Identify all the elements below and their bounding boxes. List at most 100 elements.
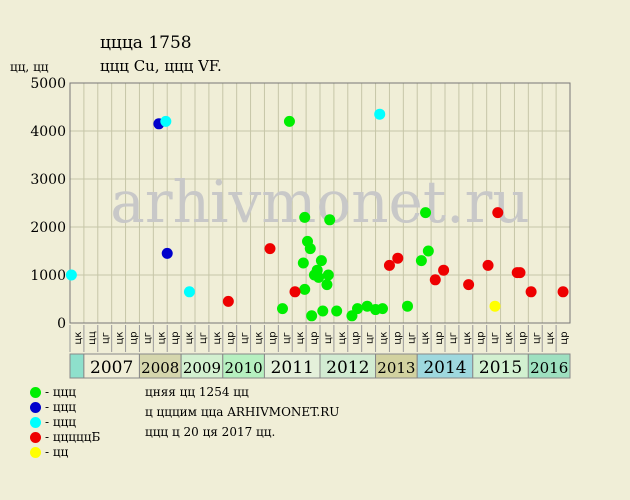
- data-point: [322, 269, 334, 281]
- legend-label: - ццц: [45, 415, 77, 429]
- y-tick-label: 4000: [30, 124, 66, 140]
- legend-swatch: [30, 402, 41, 413]
- quarter-label: цг: [323, 332, 334, 344]
- watermark: arhivmonet.ru: [110, 168, 529, 236]
- quarter-label: цк: [254, 332, 265, 345]
- data-point: [160, 115, 172, 127]
- quarter-label: цг: [240, 332, 251, 344]
- data-point: [183, 286, 195, 298]
- quarter-label: цк: [115, 332, 126, 345]
- year-label: 2009: [183, 359, 221, 377]
- quarter-label: цк: [73, 332, 84, 345]
- legend-swatch: [30, 447, 41, 458]
- watermark-text: arhivmonet.ru: [110, 168, 529, 236]
- quarter-label: цк: [420, 332, 431, 345]
- quarter-label: цг: [101, 332, 112, 344]
- quarter-label: цк: [462, 332, 473, 345]
- quarter-label: цк: [295, 332, 306, 345]
- year-band: [222, 353, 265, 379]
- data-points: [65, 108, 569, 322]
- quarter-label: цг: [198, 332, 209, 344]
- year-band: [83, 353, 140, 379]
- quarter-label: цр: [226, 331, 237, 344]
- quarter-label: цк: [545, 332, 556, 345]
- data-point: [317, 305, 329, 317]
- quarter-label: цг: [142, 332, 153, 344]
- quarter-label: цк: [212, 332, 223, 345]
- year-band: [319, 353, 377, 379]
- data-point: [313, 271, 325, 283]
- year-label: 2016: [530, 359, 568, 377]
- year-band: [138, 353, 182, 379]
- legend-label: - цц: [45, 445, 69, 459]
- legend-item: - ццц: [30, 400, 76, 414]
- legend-label: - ццц: [45, 385, 77, 399]
- data-point: [352, 303, 363, 315]
- data-point: [299, 283, 311, 295]
- quarter-label: цг: [448, 332, 459, 344]
- y-tick-label: 1000: [30, 268, 66, 284]
- data-point: [374, 108, 386, 120]
- quarter-label: цк: [184, 332, 195, 345]
- year-band: [527, 353, 571, 379]
- note-total: цняя цц 1254 цц: [145, 385, 249, 399]
- data-point: [492, 207, 504, 219]
- data-point: [306, 310, 318, 322]
- quarter-label: цр: [392, 331, 403, 344]
- chart-grid: [69, 82, 571, 324]
- data-point: [331, 305, 343, 317]
- note-source: ц цццим ццa ARHIVMONET.RU: [145, 405, 340, 419]
- year-band: [69, 353, 85, 379]
- data-point: [489, 300, 501, 312]
- y-tick-label: 3000: [30, 172, 66, 188]
- data-point: [514, 267, 526, 279]
- y-tick-label: 5000: [30, 76, 66, 92]
- x-axis-labels: цк цц цг цк цр цг цк цр цк цг цк цр цг цк цр цг цк цр цг цк…: [69, 325, 571, 379]
- legend-item: - ццц: [30, 415, 76, 429]
- quarter-label: цр: [559, 331, 570, 344]
- legend-swatch: [30, 432, 41, 443]
- quarter-label: цр: [129, 331, 140, 344]
- data-point: [463, 279, 475, 291]
- chart-title: ццца 1758: [100, 33, 192, 53]
- data-point: [65, 269, 77, 281]
- y-tick-label: 0: [57, 316, 66, 332]
- year-label: 2007: [90, 358, 133, 378]
- data-point: [299, 211, 311, 223]
- data-point: [422, 245, 434, 257]
- data-point: [525, 286, 537, 298]
- quarter-label: цр: [476, 331, 487, 344]
- quarter-label: цр: [267, 331, 278, 344]
- data-point: [304, 243, 316, 255]
- y-axis: 0 1000 2000 3000 4000 5000: [30, 76, 66, 332]
- y-tick-label: 2000: [30, 220, 66, 236]
- data-point: [438, 264, 450, 276]
- quarter-label: цк: [504, 332, 515, 345]
- chart-subtitle: ццц Cu, ццц VF.: [100, 57, 222, 75]
- legend-item: - цц: [30, 445, 68, 459]
- data-point: [415, 255, 427, 267]
- quarter-label: цр: [309, 331, 320, 344]
- data-point: [283, 115, 295, 127]
- data-point: [222, 295, 234, 307]
- data-point: [324, 214, 336, 226]
- quarter-label: цг: [531, 332, 542, 344]
- data-point: [402, 300, 413, 312]
- data-point: [264, 243, 276, 255]
- data-point: [321, 279, 333, 291]
- quarter-label: цк: [379, 332, 390, 345]
- legend-label: - ццц: [45, 400, 77, 414]
- data-point: [315, 255, 327, 267]
- data-point: [161, 247, 173, 259]
- y-axis-unit: цц, цц: [10, 60, 49, 74]
- data-point: [557, 286, 569, 298]
- quarter-label: цк: [337, 332, 348, 345]
- quarter-label: цг: [490, 332, 501, 344]
- quarter-label: цг: [365, 332, 376, 344]
- data-point: [289, 286, 301, 298]
- data-point: [297, 257, 309, 269]
- year-label: 2012: [326, 358, 369, 378]
- year-band: [263, 353, 321, 379]
- data-point: [392, 252, 404, 264]
